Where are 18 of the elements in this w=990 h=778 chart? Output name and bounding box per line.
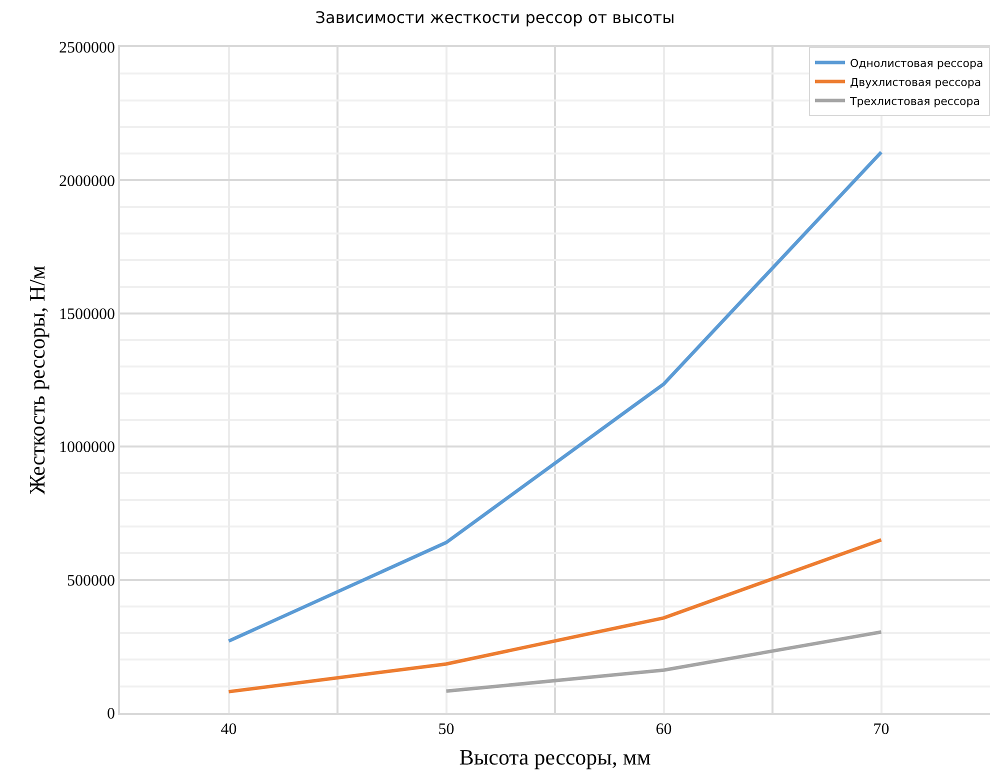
- legend-label: Двухлистовая рессора: [850, 76, 982, 89]
- line-series: [227, 150, 883, 643]
- y-tick-label: 1000000: [59, 439, 116, 456]
- legend-label: Однолистовая рессора: [850, 56, 984, 70]
- x-tick-label: 40: [220, 720, 237, 738]
- y-tick-label: 1500000: [59, 306, 116, 323]
- legend-label: Трехлистовая рессора: [849, 94, 980, 108]
- chart-title: Зависимости жесткости рессор от высоты: [315, 8, 675, 27]
- y-tick-label: 2500000: [59, 40, 116, 57]
- x-tick-label: 50: [438, 720, 454, 738]
- y-tick-label: 500000: [67, 572, 116, 590]
- y-axis-title: Жесткость рессоры, Н/м: [24, 265, 50, 494]
- line-series: [227, 538, 883, 694]
- x-tick-label: 60: [656, 720, 672, 738]
- x-axis-title: Высота рессоры, мм: [459, 744, 651, 770]
- y-tick-label: 2000000: [59, 172, 116, 190]
- x-tick-label: 70: [873, 720, 890, 738]
- y-tick-label: 0: [107, 706, 116, 723]
